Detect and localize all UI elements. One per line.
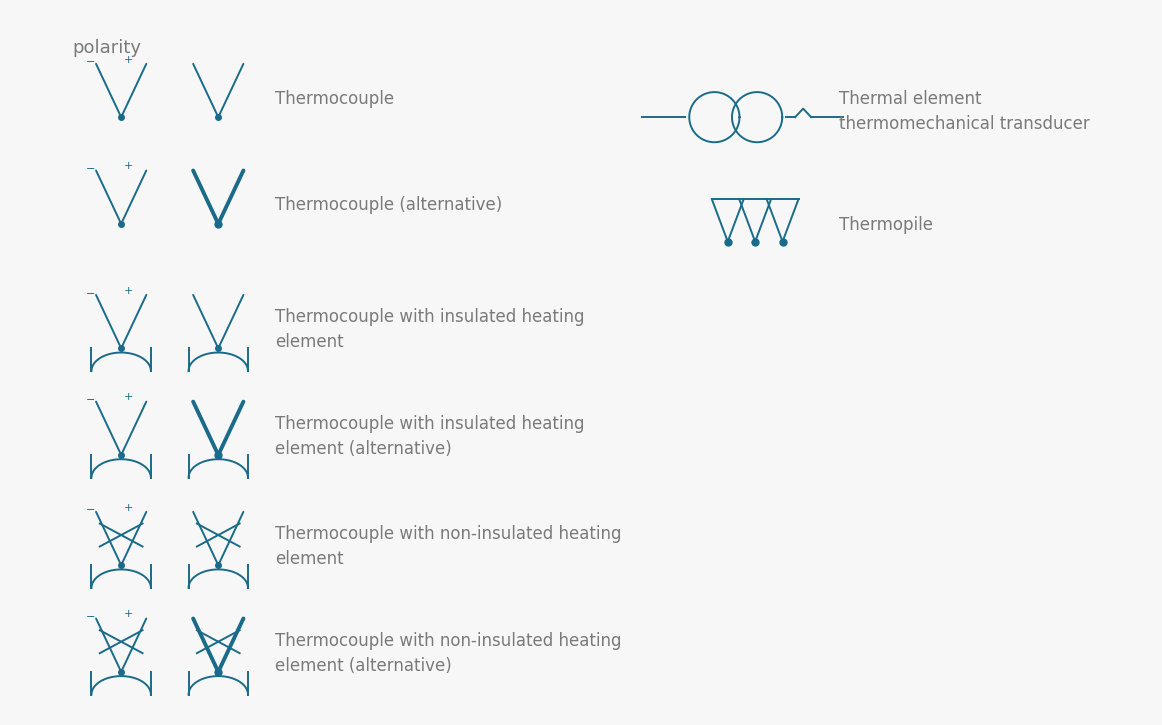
Text: polarity: polarity	[72, 39, 141, 57]
Text: Thermal element
thermomechanical transducer: Thermal element thermomechanical transdu…	[839, 90, 1089, 133]
Text: −: −	[86, 395, 95, 405]
Text: −: −	[86, 505, 95, 515]
Text: +: +	[124, 54, 134, 65]
Text: +: +	[124, 286, 134, 296]
Text: Thermocouple with non-insulated heating
element (alternative): Thermocouple with non-insulated heating …	[275, 631, 622, 675]
Text: −: −	[86, 289, 95, 299]
Text: Thermocouple with insulated heating
element: Thermocouple with insulated heating elem…	[275, 308, 584, 351]
Text: −: −	[86, 57, 95, 67]
Text: Thermocouple with insulated heating
element (alternative): Thermocouple with insulated heating elem…	[275, 415, 584, 457]
Text: +: +	[124, 609, 134, 619]
Text: Thermocouple: Thermocouple	[275, 89, 395, 107]
Text: Thermopile: Thermopile	[839, 215, 933, 233]
Text: Thermocouple (alternative): Thermocouple (alternative)	[275, 196, 503, 214]
Text: +: +	[124, 161, 134, 171]
Text: +: +	[124, 502, 134, 513]
Text: −: −	[86, 164, 95, 174]
Text: Thermocouple with non-insulated heating
element: Thermocouple with non-insulated heating …	[275, 525, 622, 568]
Text: +: +	[124, 392, 134, 402]
Text: −: −	[86, 612, 95, 622]
